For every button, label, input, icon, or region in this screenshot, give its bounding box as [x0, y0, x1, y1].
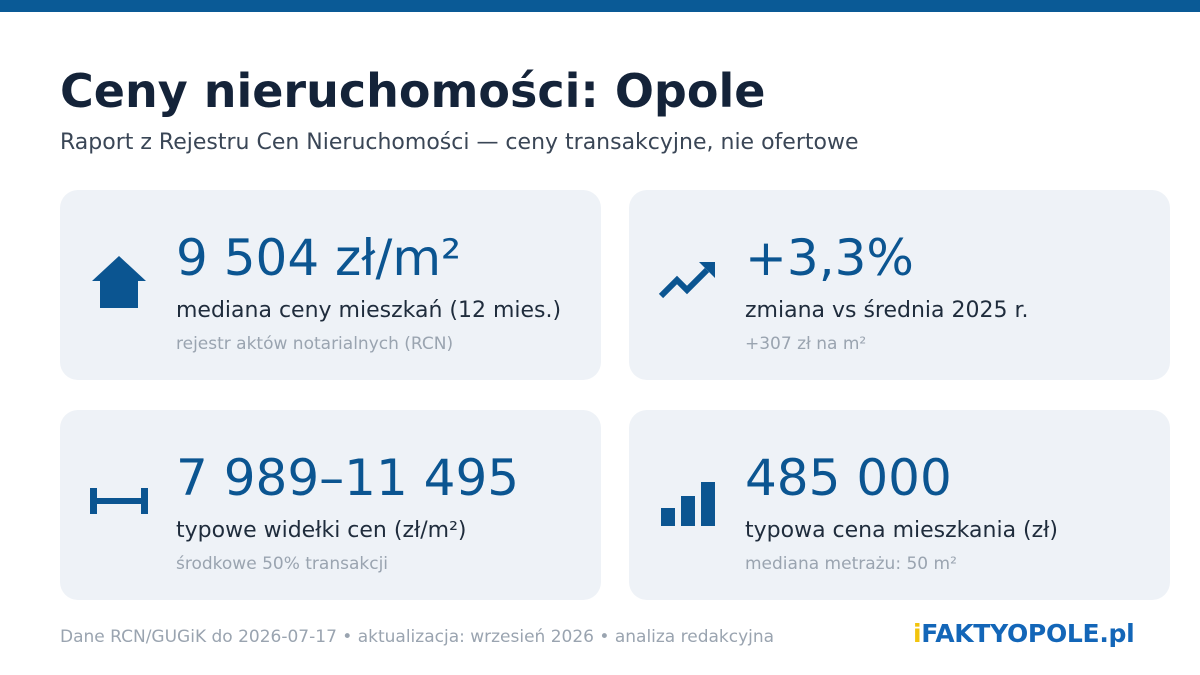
logo-brand: FAKTYOPOLE: [921, 619, 1100, 648]
stat-value: +3,3%: [745, 229, 914, 287]
trend-up-icon: [657, 250, 719, 312]
range-icon: [88, 470, 150, 532]
stat-label: zmiana vs średnia 2025 r.: [745, 298, 1029, 323]
stat-card-typical-price: 485 000 typowa cena mieszkania (zł) medi…: [629, 410, 1170, 600]
page-title: Ceny nieruchomości: Opole: [60, 64, 766, 118]
stat-note: rejestr aktów notarialnych (RCN): [176, 334, 454, 354]
stat-value: 9 504 zł/m²: [176, 229, 462, 287]
bar-chart-icon: [657, 470, 719, 532]
site-logo[interactable]: iFAKTYOPOLE.pl: [913, 618, 1135, 650]
logo-tld: .pl: [1099, 619, 1135, 648]
stat-label: typowe widełki cen (zł/m²): [176, 518, 467, 543]
stat-label: mediana ceny mieszkań (12 mies.): [176, 298, 562, 323]
page-subtitle: Raport z Rejestru Cen Nieruchomości — ce…: [60, 130, 859, 155]
stat-note: +307 zł na m²: [745, 334, 867, 354]
logo-mark: i: [913, 619, 922, 648]
stat-card-price-range: 7 989–11 495 typowe widełki cen (zł/m²) …: [60, 410, 601, 600]
stat-value: 485 000: [745, 449, 952, 507]
footer-source-note: Dane RCN/GUGiK do 2026-07-17 • aktualiza…: [60, 627, 775, 647]
stat-card-change: +3,3% zmiana vs średnia 2025 r. +307 zł …: [629, 190, 1170, 380]
house-icon: [88, 250, 150, 312]
stat-value: 7 989–11 495: [176, 449, 520, 507]
stat-note: środkowe 50% transakcji: [176, 554, 389, 574]
stat-note: mediana metrażu: 50 m²: [745, 554, 957, 574]
top-accent-bar: [0, 0, 1200, 12]
stat-card-median-price: 9 504 zł/m² mediana ceny mieszkań (12 mi…: [60, 190, 601, 380]
stat-label: typowa cena mieszkania (zł): [745, 518, 1059, 543]
